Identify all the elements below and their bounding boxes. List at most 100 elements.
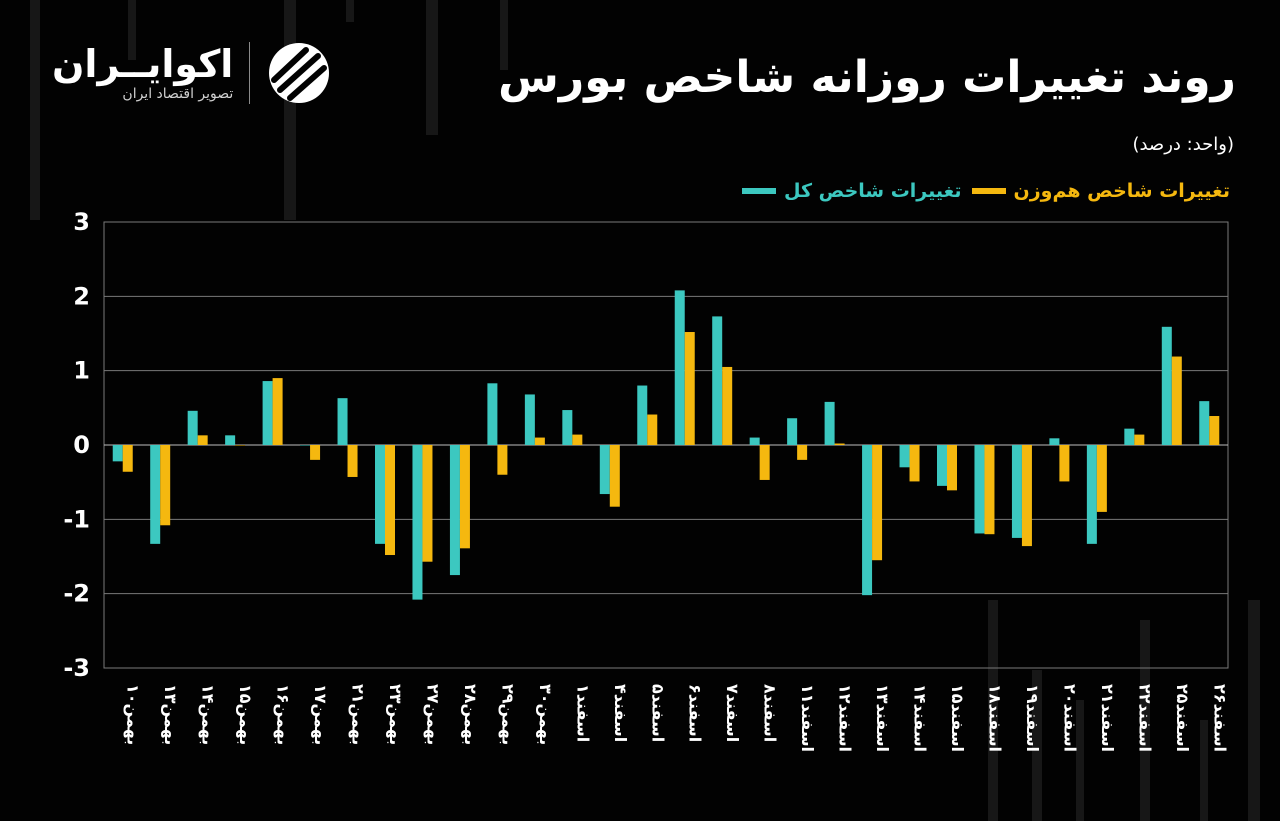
x-tick-label: اسفند۱ — [573, 684, 592, 742]
background-stripe — [1032, 670, 1042, 821]
x-tick-label: اسفند۴ — [611, 684, 630, 742]
background-stripe — [30, 0, 40, 220]
bar-equal-weight-index — [347, 445, 358, 477]
bar-equal-weight-index — [497, 445, 508, 475]
bar-total-index — [749, 437, 760, 445]
background-stripe — [128, 0, 136, 60]
bar-total-index — [262, 381, 273, 445]
bar-equal-weight-index — [385, 445, 395, 556]
x-tick-label: اسفند۱۴ — [911, 684, 930, 752]
bar-total-index — [1199, 401, 1210, 445]
chart-legend: تغییرات شاخص کل تغییرات شاخص هم‌وزن — [742, 180, 1230, 202]
bar-equal-weight-index — [1209, 416, 1220, 445]
x-tick-label: اسفند۱۵ — [948, 684, 967, 752]
x-tick-label: اسفند۱۹ — [1023, 684, 1042, 752]
bar-equal-weight-index — [422, 445, 433, 562]
bar-total-index — [412, 445, 423, 600]
bar-total-index — [824, 401, 835, 445]
bar-total-index — [674, 290, 685, 445]
bar-equal-weight-index — [1021, 445, 1032, 547]
bar-equal-weight-index — [1171, 356, 1182, 445]
brand-block: اکوایــران تصویر اقتصاد ایران — [52, 40, 332, 106]
bar-equal-weight-index — [1096, 445, 1107, 512]
bar-equal-weight-index — [797, 445, 808, 460]
y-tick-label: 0 — [73, 431, 90, 459]
bar-equal-weight-index — [909, 445, 920, 482]
x-tick-label: اسفند۲۱ — [1098, 684, 1117, 752]
background-stripe — [1076, 700, 1084, 821]
bar-total-index — [862, 445, 873, 596]
bar-equal-weight-index — [459, 445, 470, 549]
x-tick-label: اسفند۲۰ — [1060, 684, 1079, 752]
legend-swatch-total — [742, 188, 777, 194]
bar-total-index — [300, 445, 311, 446]
x-tick-label: بهمن۱۰ — [124, 684, 143, 745]
bar-equal-weight-index — [759, 445, 770, 480]
bar-equal-weight-index — [872, 445, 883, 561]
background-stripe — [1200, 720, 1208, 821]
bar-equal-weight-index — [197, 435, 208, 445]
x-tick-label: اسفند۲۶ — [1210, 684, 1229, 752]
bar-total-index — [562, 410, 573, 445]
chart-title: روند تغییرات روزانه شاخص بورس — [498, 52, 1236, 103]
brand-tagline: تصویر اقتصاد ایران — [122, 85, 234, 102]
x-tick-label: اسفند۵ — [648, 684, 667, 742]
x-tick-label: اسفند۱۱ — [798, 684, 817, 752]
x-tick-label: بهمن۱۴ — [199, 684, 218, 745]
bar-equal-weight-index — [272, 378, 283, 445]
unit-label: (واحد: درصد) — [1132, 134, 1234, 155]
bar-total-index — [112, 445, 123, 462]
bar-total-index — [1161, 326, 1172, 445]
bar-total-index — [524, 394, 535, 445]
bar-total-index — [150, 445, 161, 544]
x-tick-label: اسفند۶ — [686, 684, 705, 742]
brand-name: اکوایــران — [52, 42, 234, 87]
bar-total-index — [899, 445, 910, 468]
x-tick-label: بهمن۲۱ — [349, 684, 368, 745]
bar-total-index — [487, 383, 498, 445]
x-tick-label: بهمن۱۵ — [236, 684, 255, 745]
bar-equal-weight-index — [160, 445, 171, 526]
background-stripe — [500, 0, 508, 70]
bar-equal-weight-index — [1134, 434, 1145, 445]
x-tick-label: بهمن۲۸ — [461, 684, 480, 745]
x-tick-label: بهمن۲۷ — [423, 684, 442, 745]
x-tick-label: بهمن۲۳ — [386, 684, 405, 745]
legend-item-equal-weight: تغییرات شاخص هم‌وزن — [971, 180, 1231, 202]
background-stripe — [1248, 600, 1260, 821]
bar-total-index — [1086, 445, 1097, 544]
y-tick-label: 2 — [73, 282, 90, 310]
x-tick-label: اسفند۲۵ — [1173, 684, 1192, 752]
bar-total-index — [187, 410, 198, 445]
bar-equal-weight-index — [947, 445, 957, 491]
bar-total-index — [637, 385, 648, 445]
y-tick-label: -3 — [63, 654, 90, 682]
y-tick-label: 1 — [73, 357, 90, 385]
bar-total-index — [449, 445, 460, 576]
y-tick-label: 3 — [73, 208, 90, 236]
x-tick-label: بهمن۳۰ — [536, 684, 555, 745]
background-stripe — [426, 0, 438, 135]
bar-total-index — [712, 316, 723, 445]
bar-equal-weight-index — [1059, 445, 1070, 482]
bar-total-index — [225, 435, 236, 445]
y-tick-label: -2 — [63, 580, 90, 608]
x-tick-label: اسفند۸ — [761, 684, 780, 742]
bar-total-index — [974, 445, 985, 534]
x-tick-label: اسفند۱۸ — [985, 684, 1004, 752]
legend-label-equal-weight: تغییرات شاخص هم‌وزن — [1013, 180, 1231, 202]
bar-equal-weight-index — [647, 414, 658, 445]
bar-equal-weight-index — [722, 366, 733, 445]
x-tick-label: اسفند۱۳ — [873, 684, 892, 752]
legend-swatch-equal-weight — [971, 188, 1006, 194]
x-tick-label: اسفند۲۲ — [1135, 684, 1154, 752]
bar-equal-weight-index — [984, 445, 995, 535]
x-tick-label: بهمن۱۶ — [274, 684, 293, 745]
bar-total-index — [937, 445, 947, 486]
background-stripe — [346, 0, 354, 22]
y-tick-label: -1 — [63, 505, 90, 533]
background-stripe — [1140, 620, 1150, 821]
brand-text: اکوایــران تصویر اقتصاد ایران — [52, 42, 234, 102]
bar-equal-weight-index — [310, 445, 321, 460]
